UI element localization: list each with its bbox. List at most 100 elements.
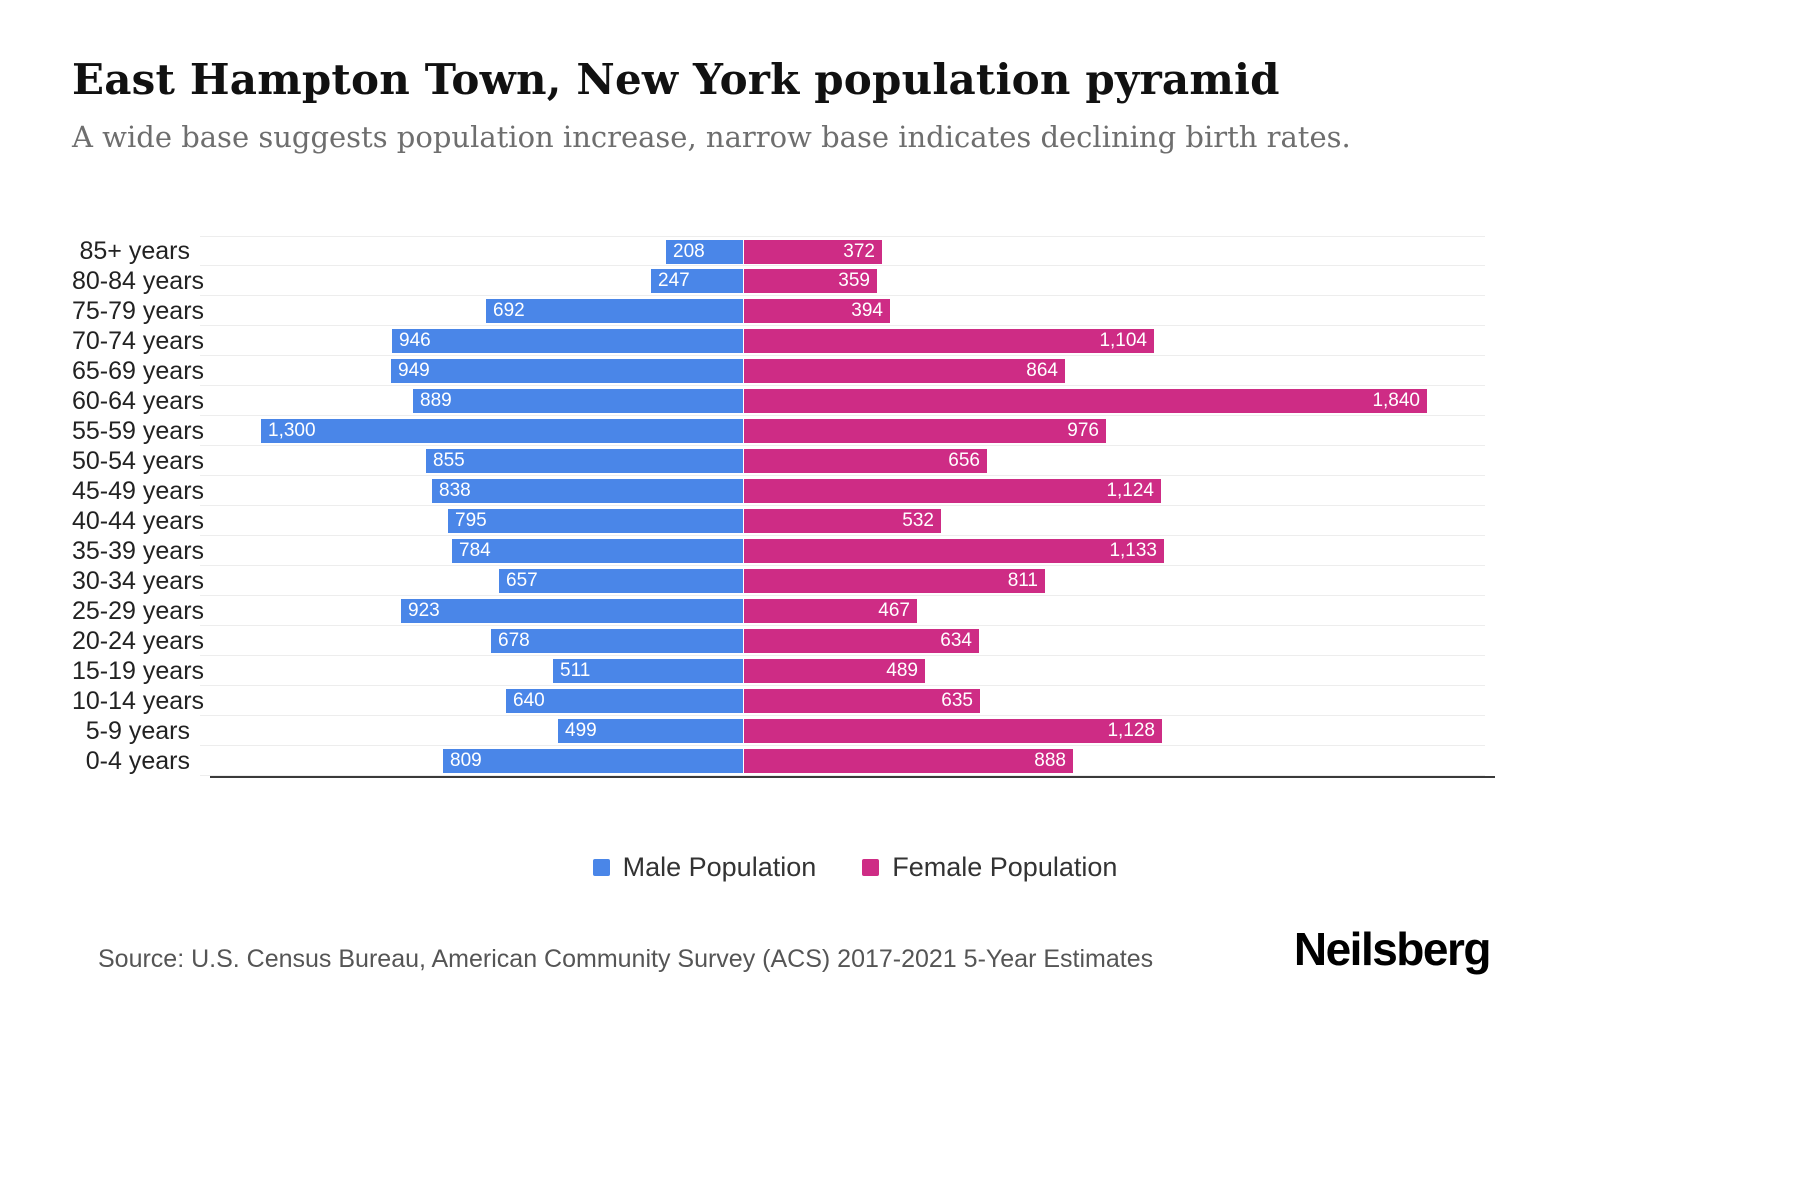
pyramid-row: 10-14 years 640 635	[72, 686, 1495, 716]
female-bar[interactable]: 1,133	[744, 539, 1164, 563]
male-bar[interactable]: 889	[413, 389, 743, 413]
female-bar[interactable]: 372	[744, 240, 882, 264]
male-bar[interactable]: 640	[506, 689, 743, 713]
row-plot-area: 247 359	[200, 266, 1485, 296]
age-group-label: 60-64 years	[72, 387, 205, 415]
female-value-label: 467	[878, 600, 910, 621]
age-group-label: 85+ years	[79, 237, 191, 265]
row-plot-area: 838 1,124	[200, 476, 1485, 506]
female-bar[interactable]: 888	[744, 749, 1073, 773]
row-plot-area: 692 394	[200, 296, 1485, 326]
male-bar[interactable]: 923	[401, 599, 743, 623]
pyramid-row: 5-9 years 499 1,128	[72, 716, 1495, 746]
female-bar[interactable]: 1,104	[744, 329, 1154, 353]
female-bar[interactable]: 656	[744, 449, 987, 473]
age-group-label: 75-79 years	[72, 297, 205, 325]
pyramid-row: 0-4 years 809 888	[72, 746, 1495, 776]
pyramid-row: 30-34 years 657 811	[72, 566, 1495, 596]
male-value-label: 247	[658, 270, 690, 291]
male-value-label: 923	[408, 600, 440, 621]
age-group-label: 45-49 years	[72, 477, 205, 505]
male-value-label: 657	[506, 570, 538, 591]
age-group-label: 5-9 years	[85, 717, 190, 745]
row-plot-area: 923 467	[200, 596, 1485, 626]
female-bar[interactable]: 976	[744, 419, 1106, 443]
age-group-label: 40-44 years	[72, 507, 205, 535]
male-bar[interactable]: 657	[499, 569, 743, 593]
female-value-label: 1,124	[1106, 480, 1154, 501]
neilsberg-logo: Neilsberg	[1293, 923, 1492, 975]
male-bar[interactable]: 855	[426, 449, 743, 473]
row-plot-area: 511 489	[200, 656, 1485, 686]
male-value-label: 1,300	[268, 420, 316, 441]
female-bar[interactable]: 634	[744, 629, 979, 653]
female-bar[interactable]: 532	[744, 509, 941, 533]
male-value-label: 889	[420, 390, 452, 411]
male-bar[interactable]: 247	[651, 269, 743, 293]
female-bar[interactable]: 811	[744, 569, 1045, 593]
male-bar[interactable]: 784	[452, 539, 743, 563]
male-bar[interactable]: 511	[553, 659, 743, 683]
age-group-label: 20-24 years	[72, 627, 205, 655]
female-bar[interactable]: 1,128	[744, 719, 1162, 743]
male-value-label: 640	[513, 690, 545, 711]
female-bar[interactable]: 489	[744, 659, 925, 683]
row-plot-area: 678 634	[200, 626, 1485, 656]
female-value-label: 359	[838, 270, 870, 291]
pyramid-row: 85+ years 208 372	[72, 236, 1495, 266]
female-value-label: 489	[886, 660, 918, 681]
male-bar[interactable]: 208	[666, 240, 743, 264]
female-value-label: 811	[1007, 570, 1038, 591]
legend-item-male[interactable]: Male Population	[592, 852, 816, 883]
male-value-label: 692	[493, 300, 525, 321]
male-bar[interactable]: 949	[391, 359, 743, 383]
female-legend-swatch-icon	[862, 859, 880, 876]
female-bar[interactable]: 359	[744, 269, 877, 293]
female-value-label: 394	[851, 300, 883, 321]
male-value-label: 809	[450, 750, 482, 771]
female-bar[interactable]: 467	[744, 599, 917, 623]
pyramid-row: 50-54 years 855 656	[72, 446, 1495, 476]
male-value-label: 946	[399, 330, 431, 351]
female-value-label: 1,104	[1099, 330, 1147, 351]
source-attribution: Source: U.S. Census Bureau, American Com…	[98, 945, 1154, 973]
row-plot-area: 499 1,128	[200, 716, 1485, 746]
pyramid-row: 35-39 years 784 1,133	[72, 536, 1495, 566]
female-value-label: 1,133	[1109, 540, 1157, 561]
female-bar[interactable]: 635	[744, 689, 980, 713]
age-group-label: 15-19 years	[72, 657, 205, 685]
male-value-label: 511	[560, 660, 591, 681]
pyramid-row: 60-64 years 889 1,840	[72, 386, 1495, 416]
row-plot-area: 795 532	[200, 506, 1485, 536]
population-pyramid-chart: 85+ years 208 372 80-84 years 247 359 75-79 ye…	[72, 236, 1495, 778]
chart-subtitle: A wide base suggests population increase…	[72, 120, 1351, 154]
row-plot-area: 946 1,104	[200, 326, 1485, 356]
female-value-label: 372	[843, 241, 875, 262]
male-bar[interactable]: 692	[486, 299, 743, 323]
chart-title: East Hampton Town, New York population p…	[72, 55, 1280, 104]
female-bar[interactable]: 394	[744, 299, 890, 323]
male-bar[interactable]: 1,300	[261, 419, 743, 443]
row-plot-area: 889 1,840	[200, 386, 1485, 416]
female-value-label: 1,128	[1107, 720, 1155, 741]
female-bar[interactable]: 1,840	[744, 389, 1427, 413]
female-bar[interactable]: 864	[744, 359, 1065, 383]
female-value-label: 635	[941, 690, 973, 711]
male-bar[interactable]: 838	[432, 479, 743, 503]
pyramid-row: 70-74 years 946 1,104	[72, 326, 1495, 356]
age-group-label: 70-74 years	[72, 327, 205, 355]
pyramid-row: 80-84 years 247 359	[72, 266, 1495, 296]
pyramid-row: 45-49 years 838 1,124	[72, 476, 1495, 506]
male-bar[interactable]: 795	[448, 509, 743, 533]
male-bar[interactable]: 946	[392, 329, 743, 353]
male-bar[interactable]: 499	[558, 719, 743, 743]
legend: Male Population Female Population	[0, 852, 1710, 883]
male-bar[interactable]: 678	[491, 629, 743, 653]
row-plot-area: 949 864	[200, 356, 1485, 386]
male-value-label: 838	[439, 480, 471, 501]
legend-item-female[interactable]: Female Population	[862, 852, 1117, 883]
male-value-label: 784	[459, 540, 491, 561]
female-bar[interactable]: 1,124	[744, 479, 1161, 503]
male-bar[interactable]: 809	[443, 749, 743, 773]
